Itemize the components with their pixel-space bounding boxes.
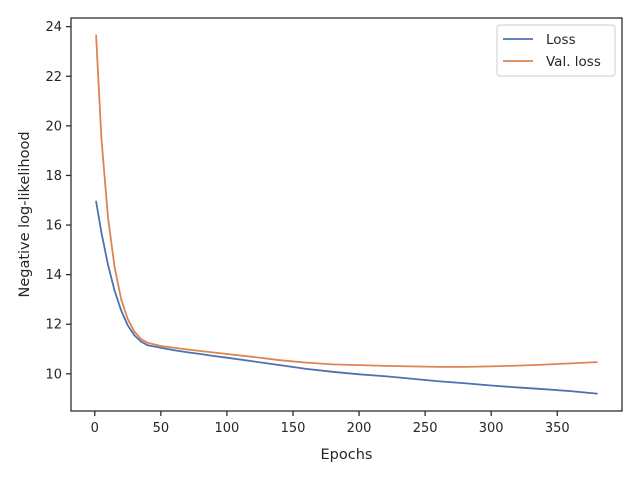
x-tick-label: 200 <box>347 421 372 436</box>
y-tick-label: 10 <box>45 367 62 382</box>
x-tick-label: 300 <box>479 421 504 436</box>
x-tick-label: 100 <box>215 421 240 436</box>
series-line-loss <box>95 200 598 395</box>
y-tick-label: 20 <box>45 119 62 134</box>
plot-area <box>70 17 623 412</box>
x-tick-label: 150 <box>281 421 306 436</box>
x-tick-label: 0 <box>91 421 99 436</box>
y-tick-label: 16 <box>45 219 62 234</box>
y-tick-label: 12 <box>45 318 62 333</box>
x-tick-label: 250 <box>413 421 438 436</box>
y-tick-label: 24 <box>45 20 62 35</box>
legend-box <box>496 24 616 77</box>
legend: Loss Val. loss <box>496 24 616 77</box>
x-tick-label: 350 <box>545 421 570 436</box>
x-axis-label: Epochs <box>321 447 373 463</box>
legend-label-loss: Loss <box>546 32 576 48</box>
series-line-val-loss <box>95 34 598 368</box>
x-axis: 0 50 100 150 200 250 300 350 <box>91 411 570 436</box>
x-tick-label: 50 <box>153 421 170 436</box>
y-tick-label: 18 <box>45 169 62 184</box>
y-tick-label: 22 <box>45 70 62 85</box>
y-tick-label: 14 <box>45 268 62 283</box>
legend-label-val-loss: Val. loss <box>546 54 601 70</box>
series-lines <box>95 34 598 395</box>
y-axis-label: Negative log-likelihood <box>17 131 33 297</box>
y-axis: 10 12 14 16 18 20 22 24 <box>45 20 71 382</box>
